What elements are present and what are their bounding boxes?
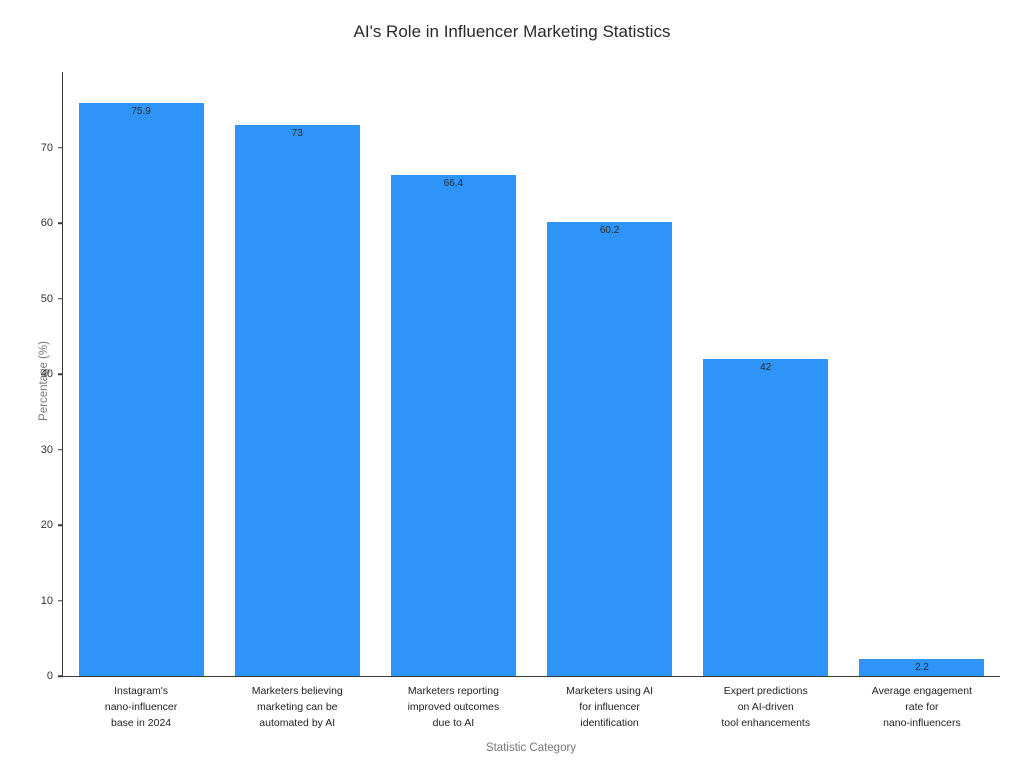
x-tick-label: Marketers reporting improved outcomes due … (375, 684, 531, 731)
x-tick-label-line: improved outcomes (407, 700, 500, 713)
y-axis-title: Percentage (%) (37, 341, 50, 421)
x-tick-label-line: automated by AI (259, 716, 336, 729)
x-tick-label-line: rate for (905, 700, 939, 713)
x-tick-label-line: due to AI (432, 716, 475, 729)
y-tick-label: 70 (40, 141, 53, 154)
y-tick-label: 20 (40, 519, 53, 531)
bar (547, 221, 673, 676)
chart-title: AI's Role in Influencer Marketing Statis… (353, 22, 671, 41)
x-tick-label: Expert predictions on AI-driven tool enhan… (688, 684, 844, 731)
plot-area: 0 10 20 30 40 50 60 70 75.9 Instagram's nano-influ… (41, 72, 1000, 729)
x-tick-label-line: for influencer (579, 700, 640, 713)
x-tick-label-line: Expert predictions (723, 685, 808, 697)
bar (78, 102, 204, 676)
y-tick-mark (58, 599, 63, 602)
y-tick-mark (58, 524, 63, 526)
bar (234, 124, 360, 676)
y-tick-label: 0 (46, 670, 53, 682)
x-tick-label-line: base in 2024 (111, 716, 172, 729)
y-tick-mark (58, 222, 63, 224)
x-tick-label: Marketers using AI for influencer identifi… (532, 684, 688, 731)
x-tick-label-line: nano-influencer (104, 700, 178, 713)
x-tick-label-line: on AI-driven (737, 700, 794, 713)
y-tick-label: 10 (40, 594, 53, 607)
x-tick-label-line: tool enhancements (721, 716, 811, 729)
y-tick-label: 40 (40, 368, 53, 380)
x-axis-title: Statistic Category (485, 742, 577, 754)
x-tick-label-line: identification (580, 716, 639, 729)
x-tick-label-line: Average engagement (871, 685, 973, 697)
y-tick-label: 50 (40, 292, 53, 305)
y-tick-mark (58, 146, 63, 149)
x-tick-label: Instagram's nano-influencer base in 2024 (63, 684, 219, 731)
y-tick-mark (58, 448, 63, 451)
y-tick-mark (58, 675, 63, 677)
x-tick-label-line: marketing can be (256, 700, 338, 713)
y-tick-label: 30 (40, 443, 53, 456)
y-tick-mark (58, 297, 63, 300)
x-tick-label-line: Marketers reporting (407, 685, 499, 697)
bar (390, 174, 516, 676)
bar (859, 659, 985, 676)
bar (703, 358, 829, 676)
y-tick-mark (58, 373, 63, 375)
x-tick-label-line: Marketers believing (251, 685, 343, 697)
x-tick-label-line: Instagram's (114, 685, 169, 697)
x-tick-label-line: Marketers using AI (566, 685, 654, 697)
x-tick-label: Average engagement rate for nano-influence… (844, 684, 1000, 731)
x-tick-label-line: nano-influencers (883, 716, 961, 729)
y-tick-label: 60 (40, 217, 53, 229)
x-tick-label: Marketers believing marketing can be autom… (219, 684, 375, 731)
